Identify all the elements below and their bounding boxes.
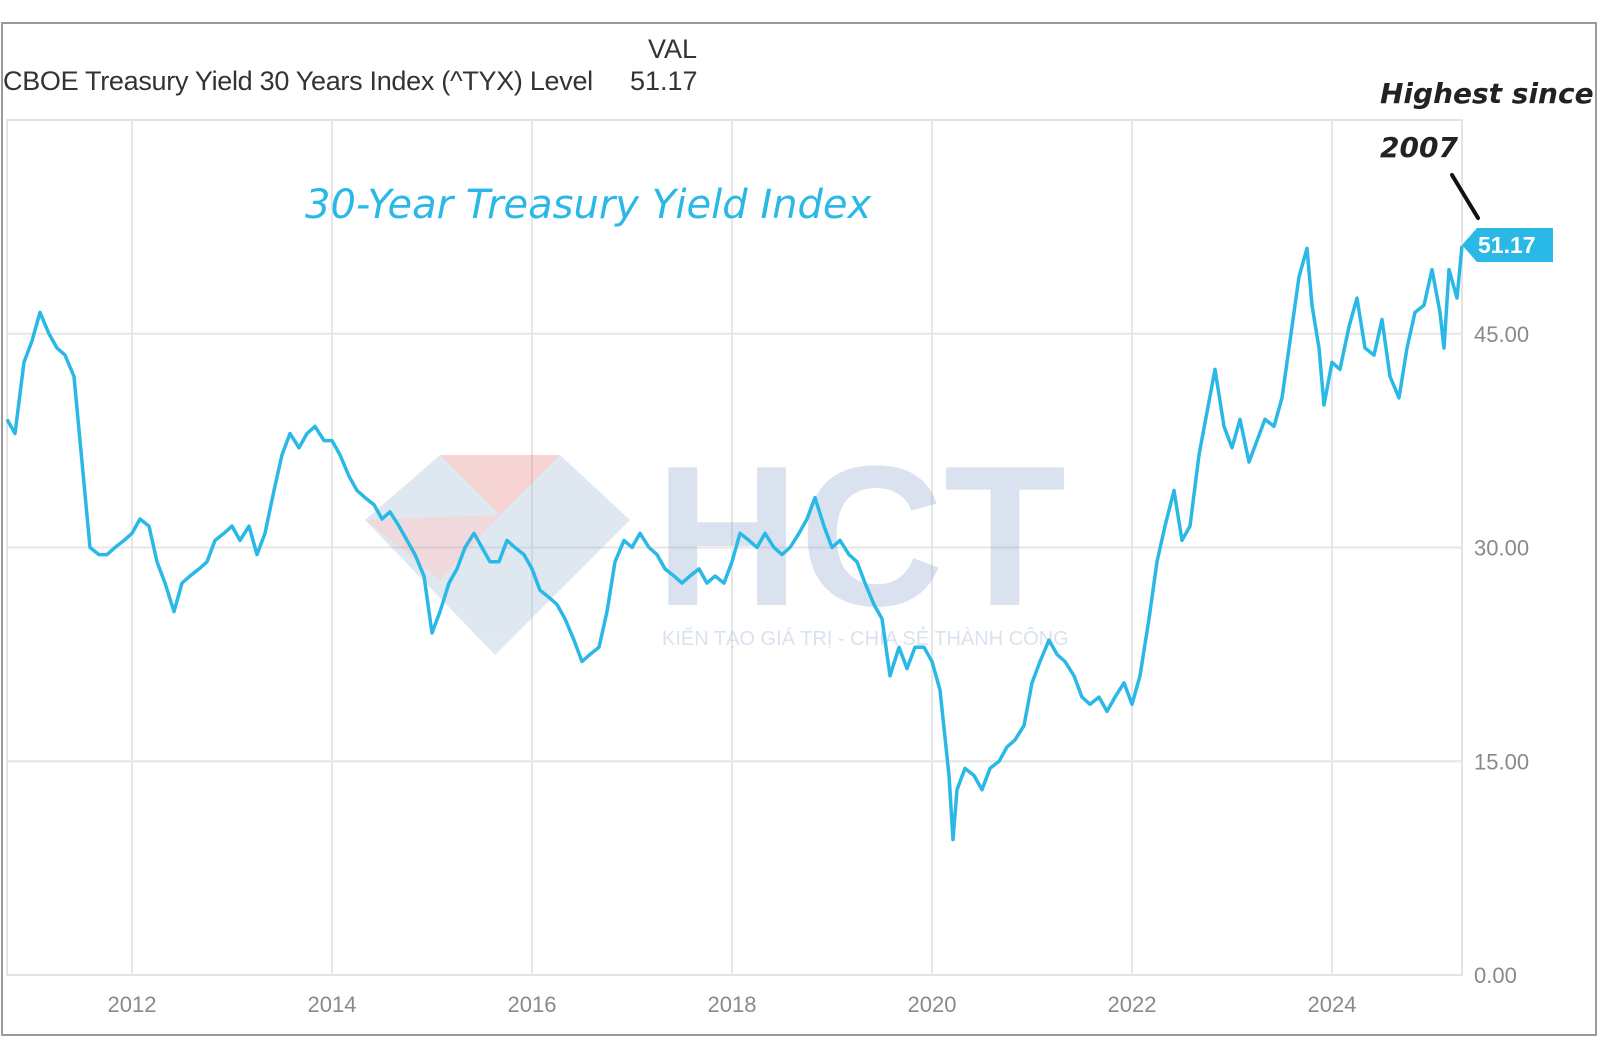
y-tick-label: 30.00 (1474, 536, 1529, 561)
y-tick-label: 45.00 (1474, 322, 1529, 347)
x-tick-label: 2020 (908, 992, 957, 1017)
last-value-tag-text: 51.17 (1478, 232, 1536, 258)
x-tick-label: 2016 (508, 992, 557, 1017)
chart-title: 30-Year Treasury Yield Index (305, 182, 871, 228)
series-line (5, 245, 1464, 842)
gridlines (7, 120, 1462, 975)
watermark: HCT KIẾN TẠO GIÁ TRỊ - CHIA SẺ THÀNH CÔN… (365, 425, 1069, 655)
x-tick-label: 2024 (1308, 992, 1357, 1017)
y-tick-label: 15.00 (1474, 749, 1529, 774)
annotation-arrow (1450, 173, 1480, 220)
watermark-logo-triangle-left (365, 515, 500, 580)
watermark-logo-text: HCT (655, 425, 1066, 648)
legend-series-name: CBOE Treasury Yield 30 Years Index (^TYX… (3, 66, 593, 96)
watermark-logo-triangle (440, 455, 560, 515)
last-value-tag: 51.17 (1462, 228, 1553, 262)
legend-series-value: 51.17 (630, 66, 698, 96)
y-tick-label: 0.00 (1474, 963, 1517, 988)
x-tick-label: 2022 (1108, 992, 1157, 1017)
last-value-tag-shape (1462, 228, 1553, 262)
axis-ticks: 0.00 15.00 30.00 45.00 2012 2014 2016 2018 2020 2… (108, 322, 1530, 1017)
annotation-line1: Highest since (1380, 77, 1594, 110)
legend-column-header: VAL (648, 34, 698, 64)
watermark-tagline: KIẾN TẠO GIÁ TRỊ - CHIA SẺ THÀNH CÔNG (662, 627, 1069, 650)
x-tick-label: 2012 (108, 992, 157, 1017)
series-group (5, 245, 1464, 842)
annotation-line2: 2007 (1380, 131, 1458, 164)
x-tick-label: 2018 (708, 992, 757, 1017)
x-tick-label: 2014 (308, 992, 357, 1017)
watermark-logo-diamond (365, 455, 630, 655)
